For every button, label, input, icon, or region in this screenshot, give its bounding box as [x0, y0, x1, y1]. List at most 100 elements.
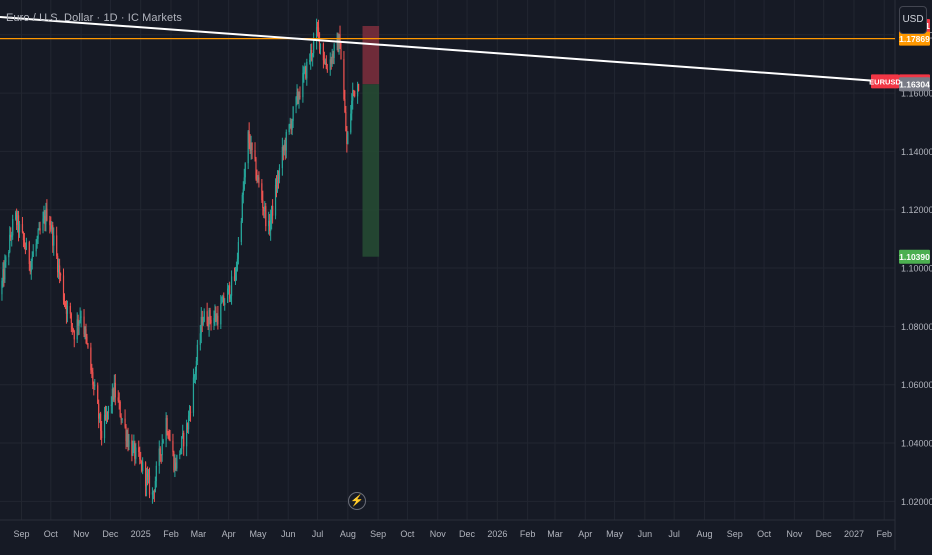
- candle-body: [111, 405, 112, 406]
- candle: [26, 238, 27, 250]
- candle-body: [65, 304, 66, 306]
- candle: [255, 157, 256, 181]
- price-label-text: 1.17869: [899, 34, 930, 44]
- candle: [197, 340, 198, 365]
- candle-body: [42, 219, 43, 231]
- y-tick-label: 1.02000: [901, 497, 932, 507]
- candle-body: [166, 418, 167, 433]
- candle-body: [11, 236, 12, 238]
- candle: [201, 307, 202, 343]
- candle-body: [168, 438, 169, 440]
- candle: [344, 90, 345, 113]
- candle-body: [209, 310, 210, 320]
- candle-body: [72, 323, 73, 329]
- position-zones[interactable]: [362, 26, 379, 257]
- candle-body: [194, 376, 195, 378]
- candle: [292, 119, 293, 135]
- price-label-text: 1.10390: [899, 252, 930, 262]
- candle-body: [235, 272, 236, 281]
- x-tick-label: Sep: [370, 529, 386, 539]
- x-tick-label: Sep: [727, 529, 743, 539]
- candle-body: [59, 265, 60, 273]
- candle-body: [277, 177, 278, 190]
- candle: [67, 301, 68, 323]
- candle: [272, 199, 273, 224]
- x-tick-label: Apr: [578, 529, 592, 539]
- candle-body: [258, 177, 259, 183]
- candle: [316, 19, 317, 50]
- candle-body: [140, 459, 141, 461]
- candle-body: [172, 441, 173, 452]
- candle: [210, 316, 211, 331]
- currency-button[interactable]: USD: [899, 6, 927, 34]
- candle-body: [343, 59, 344, 99]
- candle-body: [71, 314, 72, 323]
- candle: [339, 26, 340, 49]
- candle-body: [230, 296, 231, 299]
- candle-body: [12, 219, 13, 235]
- candle: [159, 440, 160, 473]
- candle-body: [85, 329, 86, 337]
- y-tick-label: 1.14000: [901, 147, 932, 157]
- candle: [204, 308, 205, 322]
- candle-body: [340, 49, 341, 59]
- candle-body: [124, 419, 125, 427]
- candle: [86, 334, 87, 345]
- candle: [128, 434, 129, 450]
- symbol-title[interactable]: Euro / U.S. Dollar · 1D · IC Markets: [6, 12, 182, 24]
- candle: [169, 430, 170, 441]
- x-tick-label: 2025: [131, 529, 151, 539]
- candle-body: [179, 454, 180, 455]
- candle-body: [213, 318, 214, 323]
- candle: [313, 33, 314, 58]
- candle-body: [200, 333, 201, 344]
- candle: [79, 320, 80, 335]
- candle: [5, 255, 6, 267]
- candle-body: [86, 337, 87, 344]
- x-tick-label: Aug: [696, 529, 712, 539]
- candle-body: [176, 455, 177, 469]
- candle: [9, 226, 10, 253]
- stop-loss-zone[interactable]: [362, 26, 379, 84]
- candle-body: [195, 371, 196, 375]
- candle-body: [210, 320, 211, 323]
- candle-body: [251, 143, 252, 150]
- candle: [176, 455, 177, 472]
- candle-body: [49, 221, 50, 226]
- x-tick-label: Dec: [102, 529, 119, 539]
- candle-body: [302, 73, 303, 97]
- candle: [149, 468, 150, 498]
- candle-body: [1, 281, 2, 294]
- candle-body: [354, 91, 355, 97]
- candle: [183, 431, 184, 456]
- candle-body: [245, 163, 246, 177]
- candle-body: [142, 462, 143, 471]
- candle-body: [94, 385, 95, 386]
- candle-body: [64, 300, 65, 303]
- candle: [265, 203, 266, 231]
- x-tick-label: Nov: [430, 529, 447, 539]
- candle: [93, 382, 94, 396]
- candle: [74, 330, 75, 347]
- lightning-icon[interactable]: ⚡: [348, 492, 366, 510]
- candle: [262, 191, 263, 216]
- candle-body: [36, 244, 37, 252]
- candle: [71, 312, 72, 332]
- candle: [275, 178, 276, 219]
- y-tick-label: 1.08000: [901, 322, 932, 332]
- candle-body: [56, 235, 57, 255]
- candle: [345, 106, 346, 132]
- x-tick-label: Mar: [547, 529, 563, 539]
- candle-body: [156, 466, 157, 481]
- candle-body: [220, 303, 221, 324]
- candle: [189, 405, 190, 421]
- take-profit-zone[interactable]: [362, 84, 379, 256]
- candle: [220, 295, 221, 329]
- x-tick-label: Jun: [281, 529, 296, 539]
- candle-body: [204, 311, 205, 321]
- candle: [289, 124, 290, 135]
- candle-body: [4, 262, 5, 280]
- candle: [104, 407, 105, 443]
